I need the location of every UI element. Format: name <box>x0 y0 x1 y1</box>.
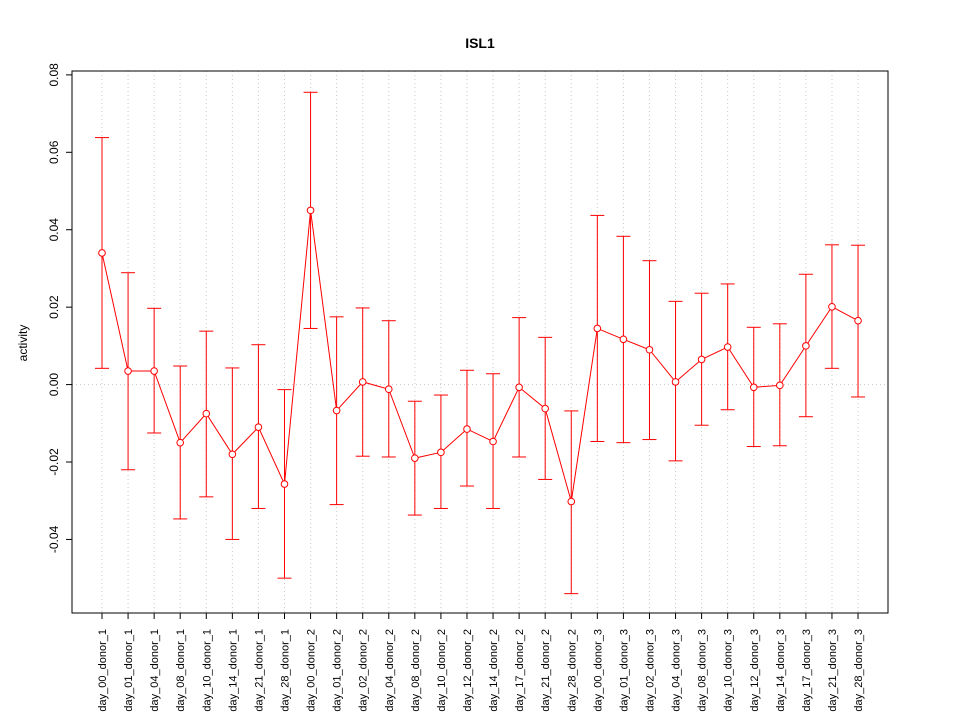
x-tick-label: day_00_donor_2 <box>306 629 318 712</box>
x-tick-label: day_10_donor_3 <box>723 629 735 712</box>
y-axis: -0.04 -0.02 0.00 0.02 0.04 0.06 0.08 <box>47 63 73 553</box>
x-tick-label: day_10_donor_2 <box>436 629 448 712</box>
data-point <box>593 324 602 333</box>
y-tick-label: -0.02 <box>47 448 61 476</box>
x-tick-label: day_02_donor_2 <box>358 629 370 712</box>
x-tick-label: day_04_donor_3 <box>671 629 683 712</box>
data-point <box>697 355 706 364</box>
x-tick-label: day_21_donor_1 <box>253 629 265 712</box>
y-tick-label: 0.08 <box>47 63 61 87</box>
data-point <box>437 448 445 457</box>
x-tick-label: day_21_donor_3 <box>827 629 839 712</box>
x-tick-label: day_14_donor_3 <box>775 629 787 712</box>
data-point <box>150 367 158 375</box>
grid-layer <box>72 71 888 613</box>
x-axis: day_00_donor_1 day_01_donor_1 day_04_donor… <box>97 612 865 712</box>
x-tick-label: day_28_donor_2 <box>566 629 578 712</box>
line-layer <box>101 210 859 502</box>
x-tick-label: day_00_donor_3 <box>592 629 604 712</box>
x-tick-label: day_17_donor_2 <box>514 629 526 712</box>
x-tick-label: day_02_donor_3 <box>644 629 656 712</box>
series-line <box>101 210 859 502</box>
x-tick-label: day_00_donor_1 <box>97 629 109 712</box>
x-tick-label: day_04_donor_1 <box>149 629 161 712</box>
x-tick-label: day_08_donor_2 <box>410 629 422 712</box>
y-tick-label: 0.04 <box>47 218 61 242</box>
x-tick-label: day_01_donor_1 <box>123 629 135 712</box>
data-point <box>98 249 106 257</box>
y-tick-label: -0.04 <box>47 525 61 553</box>
plot-frame <box>71 70 889 614</box>
data-point <box>176 438 185 447</box>
x-tick-label: day_12_donor_2 <box>462 629 474 712</box>
y-tick-label: 0.00 <box>47 373 61 397</box>
data-point <box>228 450 237 459</box>
data-point <box>802 342 810 350</box>
data-point <box>463 425 471 433</box>
data-point <box>358 378 367 386</box>
x-tick-label: day_14_donor_1 <box>227 629 239 712</box>
errorbar-layer <box>95 91 866 595</box>
data-point <box>515 383 523 392</box>
x-tick-label: day_04_donor_2 <box>384 629 396 712</box>
x-tick-label: day_14_donor_2 <box>488 629 500 712</box>
x-tick-label: day_08_donor_1 <box>175 629 187 712</box>
data-point <box>489 437 497 446</box>
data-point <box>645 345 654 354</box>
data-point <box>280 480 289 488</box>
data-point <box>828 302 836 311</box>
data-point <box>124 367 132 375</box>
y-axis-label: activity <box>16 325 30 362</box>
data-point <box>306 206 315 215</box>
x-tick-label: day_21_donor_2 <box>540 629 552 712</box>
x-tick-label: day_01_donor_2 <box>332 629 344 712</box>
x-tick-label: day_12_donor_3 <box>749 629 761 712</box>
data-point <box>254 423 263 431</box>
data-point <box>749 383 758 392</box>
x-tick-label: day_17_donor_3 <box>801 629 813 712</box>
data-point <box>776 381 784 390</box>
point-layer <box>98 206 862 506</box>
y-tick-label: 0.06 <box>47 140 61 164</box>
data-point <box>541 404 549 413</box>
x-tick-label: day_28_donor_3 <box>853 629 865 712</box>
x-tick-label: day_01_donor_3 <box>618 629 630 712</box>
x-tick-label: day_08_donor_3 <box>697 629 709 712</box>
data-point <box>202 409 211 418</box>
data-point <box>723 343 732 351</box>
x-tick-label: day_10_donor_1 <box>201 629 213 712</box>
y-tick-label: 0.02 <box>47 295 61 319</box>
data-point <box>854 316 862 325</box>
data-point <box>619 335 628 344</box>
x-tick-label: day_28_donor_1 <box>279 629 291 712</box>
data-point <box>384 385 393 394</box>
data-point <box>332 406 341 415</box>
data-point <box>567 497 576 506</box>
data-point <box>671 378 680 386</box>
chart-title: ISL1 <box>465 35 495 51</box>
data-point <box>411 454 419 462</box>
